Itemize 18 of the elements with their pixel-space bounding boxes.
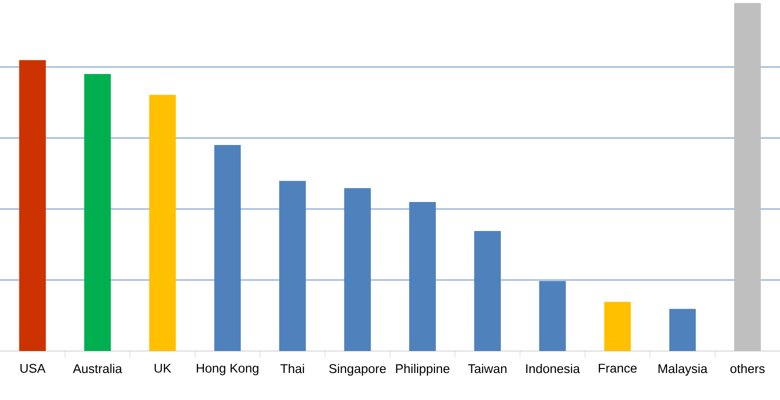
x-tick-label: Indonesia [526, 364, 580, 374]
x-tick-label: UK [154, 364, 172, 373]
bar [604, 302, 631, 351]
x-tick-label: France [598, 364, 637, 373]
x-tick-label: Philippine [396, 364, 450, 376]
x-tick-label: Australia [72, 364, 122, 374]
bar [19, 60, 46, 351]
x-tick-label: Malaysia [658, 364, 708, 376]
x-tick-label: Hong Kong [196, 364, 258, 376]
x-tick-label: Taiwan [468, 364, 506, 374]
x-tick-label: Thai [280, 364, 304, 374]
bar [149, 94, 176, 351]
x-tick-label: others [730, 364, 765, 374]
x-tick-label: USA [20, 364, 46, 373]
bar [669, 308, 696, 351]
x-tick-label: Singapore [329, 364, 386, 376]
bar [84, 74, 111, 351]
bar [734, 2, 761, 351]
